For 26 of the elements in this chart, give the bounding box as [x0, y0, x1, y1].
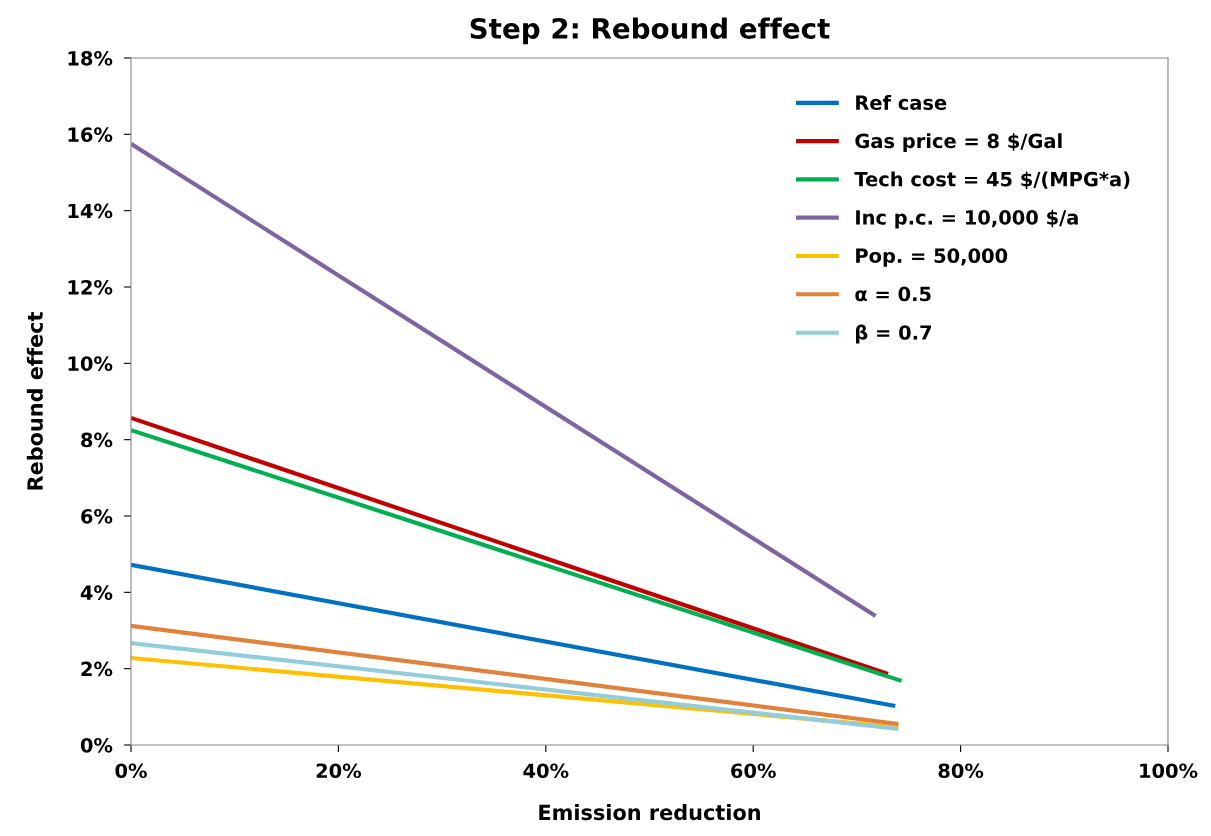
y-tick-label: 16%	[68, 127, 113, 142]
y-tick-label: 10%	[68, 356, 113, 371]
y-tick-label: 4%	[80, 585, 113, 600]
y-tick-label: 12%	[68, 279, 113, 295]
x-tick-label: 0%	[115, 763, 147, 779]
legend-label: Gas price = 8 $/Gal	[855, 133, 1062, 153]
legend-label: Inc p.c. = 10,000 $/a	[856, 209, 1078, 229]
y-axis-title: Rebound effect	[26, 312, 43, 490]
x-tick-label: 60%	[731, 763, 776, 779]
legend-label: β = 0.7	[856, 324, 932, 344]
x-tick-label: 100%	[1140, 763, 1198, 779]
y-tick-label: 6%	[81, 508, 113, 524]
legend-label: Tech cost = 45 $/(MPG*a)	[854, 171, 1130, 190]
legend-label: Pop. = 50,000	[856, 248, 1008, 267]
legend-label: α = 0.5	[855, 286, 931, 302]
x-tick-label: 40%	[523, 763, 569, 779]
y-tick-label: 18%	[68, 50, 113, 66]
y-tick-label: 0%	[80, 737, 113, 753]
x-axis-title: Emission reduction	[539, 804, 760, 821]
legend-label: Ref case	[856, 94, 947, 110]
x-tick-label: 20%	[316, 763, 362, 779]
x-tick-label: 80%	[938, 763, 984, 779]
y-tick-label: 2%	[81, 661, 113, 677]
y-tick-label: 14%	[68, 203, 113, 219]
y-tick-label: 8%	[81, 432, 113, 448]
chart-title: Step 2: Rebound effect	[470, 17, 830, 45]
